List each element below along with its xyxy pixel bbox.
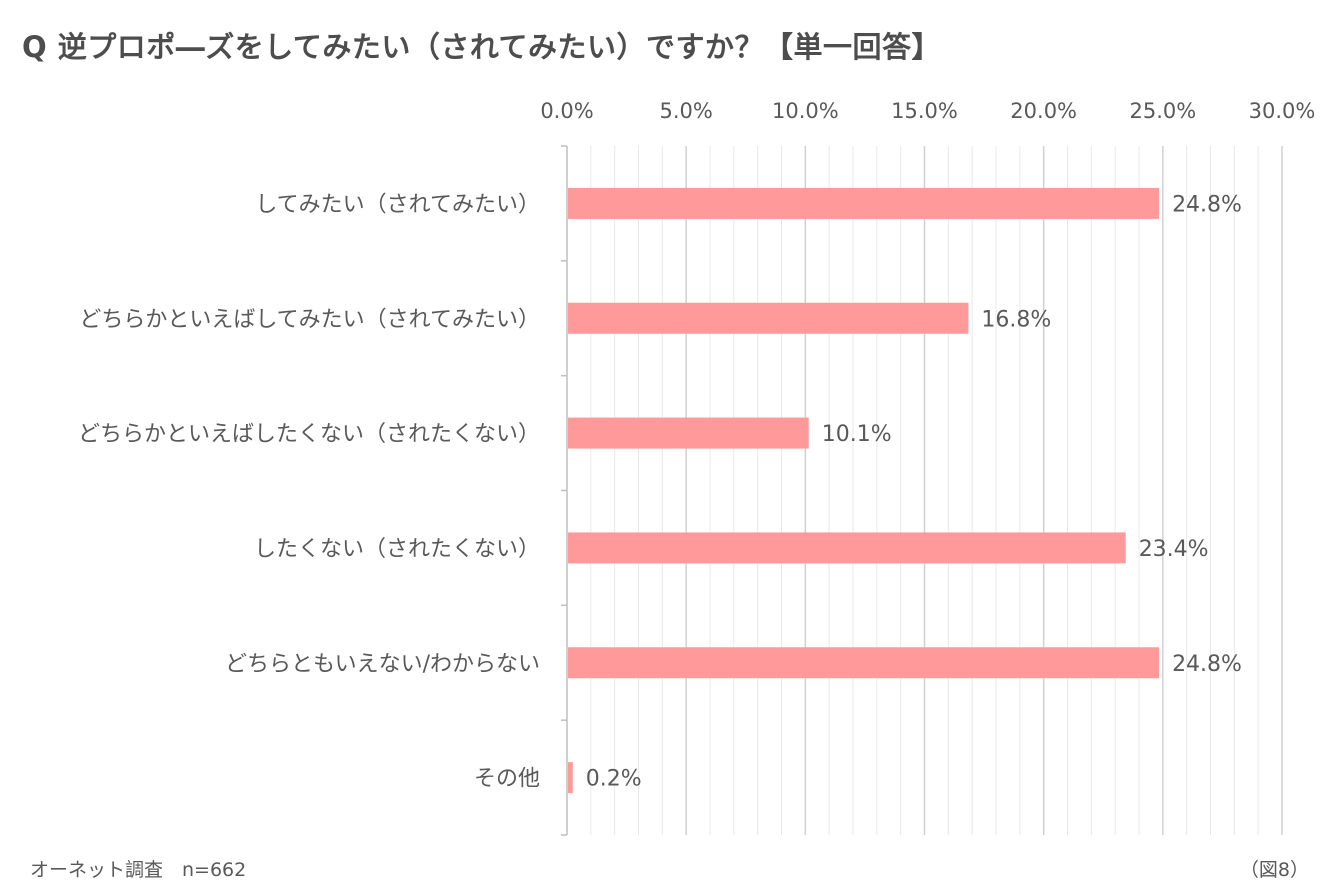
category-label: どちらともいえない/わからない <box>225 652 540 677</box>
bar <box>568 532 1126 564</box>
chart-title: Q 逆プロポ―ズをしてみたい（されてみたい）ですか？【単一回答】 <box>22 30 942 64</box>
source-note: オーネット調査 n=662 <box>30 859 247 881</box>
data-label: 10.1% <box>822 422 892 447</box>
bar <box>568 647 1160 679</box>
x-tick-label: 0.0% <box>540 99 593 123</box>
bar <box>568 417 809 449</box>
category-label: したくない（されたくない） <box>254 537 540 562</box>
x-tick-label: 5.0% <box>659 99 712 123</box>
category-label: してみたい（されてみたい） <box>255 192 540 217</box>
bar <box>568 762 573 794</box>
category-label: その他 <box>474 767 540 792</box>
gridlines <box>590 146 1283 835</box>
category-labels: してみたい（されてみたい） どちらかといえばしてみたい（されてみたい） どちらかとい… <box>78 192 540 791</box>
bar <box>568 302 969 334</box>
x-tick-labels: 0.0% 5.0% 10.0% 15.0% 20.0% 25.0% 30.0% <box>540 99 1315 123</box>
figure-number: （図8） <box>1239 859 1309 881</box>
category-axis <box>561 145 568 836</box>
data-label: 24.8% <box>1172 652 1242 677</box>
x-tick-label: 20.0% <box>1010 99 1077 123</box>
category-label: どちらかといえばしたくない（されたくない） <box>78 422 540 447</box>
x-tick-label: 25.0% <box>1129 99 1196 123</box>
data-label: 16.8% <box>981 307 1051 332</box>
data-label: 23.4% <box>1139 537 1209 562</box>
category-label: どちらかといえばしてみたい（されてみたい） <box>79 307 540 332</box>
x-tick-label: 15.0% <box>891 99 958 123</box>
x-tick-label: 10.0% <box>772 99 839 123</box>
bar <box>568 187 1160 219</box>
x-tick-label: 30.0% <box>1249 99 1316 123</box>
data-labels: 24.8% 16.8% 10.1% 23.4% 24.8% 0.2% <box>586 192 1242 791</box>
bars <box>568 187 1160 794</box>
data-label: 0.2% <box>586 767 642 792</box>
data-label: 24.8% <box>1172 192 1242 217</box>
